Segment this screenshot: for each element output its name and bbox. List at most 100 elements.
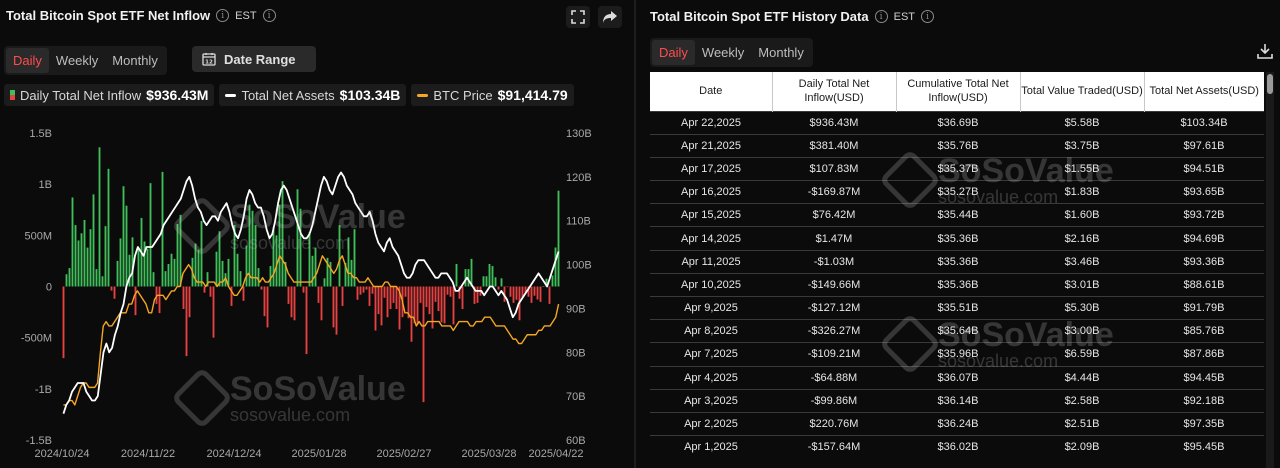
table-row[interactable]: Apr 10,2025 -$149.66M $35.36B $3.01B $88.61B <box>650 272 1264 297</box>
bar <box>398 286 401 330</box>
table-cell: Apr 8,2025 <box>650 319 772 343</box>
table-row[interactable]: Apr 3,2025 -$99.86M $36.14B $2.58B $92.18B <box>650 388 1264 413</box>
bar <box>521 286 524 298</box>
table-cell: $97.61B <box>1144 133 1264 158</box>
bar <box>152 272 155 287</box>
legend-item-net-inflow[interactable]: Daily Total Net Inflow $936.43M <box>4 84 215 106</box>
bar <box>320 286 323 321</box>
table-cell: Apr 21,2025 <box>650 133 772 158</box>
bar <box>413 286 416 324</box>
bar <box>323 278 326 287</box>
table-row[interactable]: Apr 1,2025 -$157.64M $36.02B $2.09B $95.45B <box>650 435 1264 459</box>
download-icon[interactable] <box>1256 42 1274 65</box>
table-scrollbar[interactable] <box>1266 72 1274 468</box>
net-inflow-swatch <box>10 90 15 100</box>
scroll-thumb[interactable] <box>1267 74 1273 94</box>
fullscreen-icon[interactable] <box>566 6 590 28</box>
x-tick-label: 2025/03/28 <box>461 448 516 460</box>
bar <box>515 286 518 300</box>
table-cell: $35.51B <box>896 295 1020 320</box>
bar <box>335 286 338 335</box>
bar <box>530 286 533 303</box>
legend-value: $936.43M <box>146 87 209 103</box>
bar <box>425 286 428 307</box>
bar <box>272 227 275 287</box>
y-right-tick-label: 90B <box>566 303 586 315</box>
date-range-button[interactable]: 12 Date Range <box>192 46 316 72</box>
bar <box>299 208 302 287</box>
bar <box>371 286 374 294</box>
bar <box>107 168 110 287</box>
bar <box>227 258 230 287</box>
y-right-tick-label: 70B <box>566 391 586 403</box>
table-cell: $95.45B <box>1144 435 1264 459</box>
bar <box>245 245 248 287</box>
bar <box>452 286 455 325</box>
table-row[interactable]: Apr 14,2025 $1.47M $35.36B $2.16B $94.69B <box>650 226 1264 251</box>
column-header[interactable]: Total Net Assets(USD) <box>1143 72 1264 111</box>
bar <box>410 286 413 342</box>
bar <box>347 237 350 287</box>
table-cell: $3.46B <box>1020 249 1144 274</box>
bar <box>497 286 500 290</box>
table-cell: $220.76M <box>772 411 896 436</box>
table-row[interactable]: Apr 2,2025 $220.76M $36.24B $2.51B $97.35B <box>650 411 1264 436</box>
chart-title: Total Bitcoin Spot ETF Net Inflow <box>6 8 211 23</box>
tab-daily[interactable]: Daily <box>652 40 695 65</box>
bar <box>332 286 335 328</box>
bar <box>359 286 362 295</box>
info-icon[interactable]: i <box>874 10 888 23</box>
legend-label: Daily Total Net Inflow <box>20 87 142 103</box>
bar <box>83 219 86 287</box>
bar <box>212 286 215 338</box>
table-row[interactable]: Apr 15,2025 $76.42M $35.44B $1.60B $93.72B <box>650 203 1264 227</box>
column-header[interactable]: Total Value Traded(USD) <box>1019 72 1144 111</box>
share-icon[interactable] <box>598 6 622 28</box>
bar <box>128 254 131 287</box>
tab-daily[interactable]: Daily <box>6 48 49 73</box>
bar <box>311 255 314 287</box>
bar <box>341 286 344 306</box>
timezone-info-icon[interactable]: i <box>262 9 276 22</box>
bar <box>95 269 98 287</box>
bar <box>488 263 491 287</box>
legend-item-btc-price[interactable]: BTC Price $91,414.79 <box>411 84 574 106</box>
table-cell: $36.07B <box>896 365 1020 390</box>
table-cell: $1.55B <box>1020 156 1144 181</box>
legend-value: $91,414.79 <box>497 87 568 103</box>
table-row[interactable]: Apr 11,2025 -$1.03M $35.36B $3.46B $93.36B <box>650 249 1264 274</box>
table-cell: Apr 9,2025 <box>650 295 772 320</box>
bar <box>455 263 458 287</box>
bar <box>485 276 488 287</box>
y-right-tick-label: 80B <box>566 347 586 359</box>
timezone-info-icon[interactable]: i <box>921 10 935 23</box>
y-left-tick-label: 1B <box>39 179 52 191</box>
table-row[interactable]: Apr 9,2025 -$127.12M $35.51B $5.30B $91.79B <box>650 295 1264 320</box>
tab-weekly[interactable]: Weekly <box>55 53 99 68</box>
y-right-tick-label: 110B <box>566 216 591 228</box>
table-row[interactable]: Apr 4,2025 -$64.88M $36.07B $4.44B $94.45B <box>650 365 1264 390</box>
table-row[interactable]: Apr 16,2025 -$169.87M $35.27B $1.83B $93.65B <box>650 180 1264 204</box>
bar <box>305 286 308 355</box>
column-header[interactable]: Cumulative Total Net Inflow(USD) <box>895 72 1020 111</box>
table-row[interactable]: Apr 22,2025 $936.43M $36.69B $5.58B $103.34B <box>650 110 1264 135</box>
table-row[interactable]: Apr 21,2025 $381.40M $35.76B $3.75B $97.61B <box>650 133 1264 158</box>
info-icon[interactable]: i <box>216 9 230 22</box>
column-header[interactable]: Date <box>650 72 772 111</box>
table-cell: $3.75B <box>1020 133 1144 158</box>
tab-monthly[interactable]: Monthly <box>758 45 804 60</box>
table-row[interactable]: Apr 17,2025 $107.83M $35.37B $1.55B $94.51B <box>650 156 1264 181</box>
column-header[interactable]: Daily Total Net Inflow(USD) <box>771 72 896 111</box>
table-cell: -$109.21M <box>772 342 896 367</box>
tab-weekly[interactable]: Weekly <box>701 45 745 60</box>
bar <box>62 286 65 359</box>
tab-monthly[interactable]: Monthly <box>112 53 158 68</box>
table-row[interactable]: Apr 8,2025 -$326.27M $35.64B $3.00B $85.76B <box>650 319 1264 343</box>
bar <box>344 262 347 287</box>
table-row[interactable]: Apr 7,2025 -$109.21M $35.96B $6.59B $87.86B <box>650 342 1264 367</box>
bar <box>461 286 464 310</box>
table-cell: $94.69B <box>1144 226 1264 251</box>
table-cell: $2.09B <box>1020 435 1144 459</box>
y-left-tick-label: -1.5B <box>26 435 52 447</box>
legend-item-net-assets[interactable]: Total Net Assets $103.34B <box>219 84 407 106</box>
